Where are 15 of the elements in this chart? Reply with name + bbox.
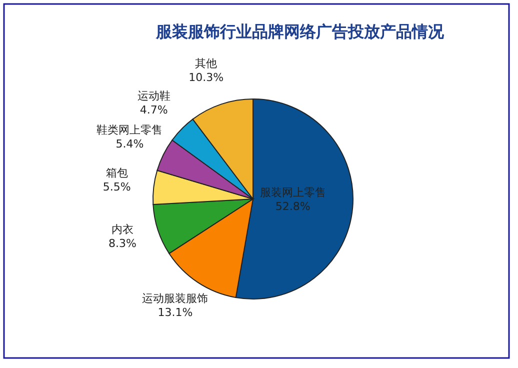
data-label: 10.3% xyxy=(188,70,224,84)
slice-label: 鞋类网上零售 xyxy=(96,123,163,136)
slice-label: 内衣 xyxy=(112,222,134,236)
slice-label: 运动服装服饰 xyxy=(142,292,208,306)
data-label: 5.5% xyxy=(102,180,131,194)
data-label: 4.7% xyxy=(140,103,168,116)
chart-title: 服装服饰行业品牌网络广告投放产品情况 xyxy=(155,22,445,41)
data-label: 52.8% xyxy=(275,200,310,213)
data-label: 13.1% xyxy=(158,306,193,320)
slice-label: 运动鞋 xyxy=(137,89,170,102)
slice-label: 其他 xyxy=(195,56,218,70)
slice-label: 服装网上零售 xyxy=(260,186,326,199)
data-label: 8.3% xyxy=(108,236,136,250)
data-label: 5.4% xyxy=(116,137,144,150)
slice-label: 箱包 xyxy=(106,166,128,180)
